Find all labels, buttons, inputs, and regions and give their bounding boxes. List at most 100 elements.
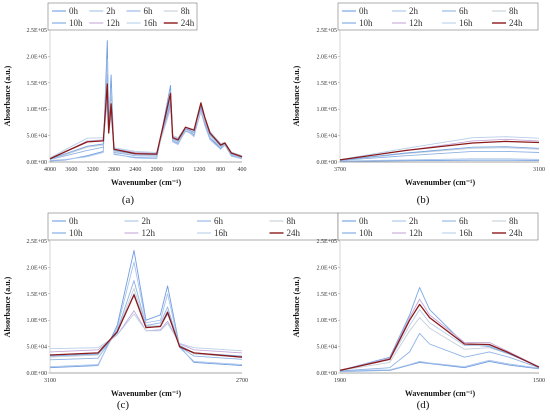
y-tick-label: 2.0E+05 — [316, 265, 337, 271]
series-line-24h — [49, 294, 243, 358]
legend-box — [337, 2, 539, 31]
x-tick-label: 2800 — [108, 167, 120, 173]
legend-label: 8h — [287, 216, 297, 226]
legend-box — [47, 2, 198, 31]
panel-label: (c) — [117, 399, 130, 411]
x-tick-label: 2400 — [129, 167, 141, 173]
y-tick-label: 2.5E+05 — [316, 239, 337, 245]
x-tick-label: 1200 — [193, 167, 205, 173]
y-axis-label: Absorbance (a.u.) — [3, 65, 12, 126]
panel-label: (d) — [417, 399, 430, 411]
series-line-0h — [339, 360, 540, 372]
legend-label: 0h — [69, 216, 79, 226]
chart-panel-b: 0h 2h 6h 8h 10h 12h 16h 24h 0.0E+00 5.0E+04 1.0E+0… — [292, 2, 545, 206]
legend-label: 24h — [287, 228, 301, 238]
x-tick-label: 4000 — [44, 167, 56, 173]
y-tick-label: 1.0E+05 — [316, 318, 337, 324]
series-line-10h — [49, 87, 243, 160]
legend-label: 16h — [459, 18, 473, 28]
legend-label: 6h — [459, 6, 469, 16]
series-line-2h — [49, 261, 243, 368]
legend-label: 0h — [359, 216, 369, 226]
legend-label: 6h — [144, 6, 154, 16]
series-line-8h — [49, 82, 243, 160]
y-tick-label: 2.5E+05 — [26, 239, 47, 245]
y-tick-label: 1.5E+05 — [26, 292, 47, 298]
series-line-6h — [339, 150, 540, 161]
series-line-2h — [49, 58, 243, 161]
chart-panel-d: 0h 2h 6h 8h 10h 12h 16h 24h 0.0E+00 5.0E+04 1.0E+0… — [292, 212, 545, 411]
x-tick-label: 400 — [238, 167, 247, 173]
y-tick-label: 1.0E+05 — [316, 107, 337, 113]
y-tick-label: 2.5E+05 — [26, 28, 47, 34]
legend-label: 8h — [509, 6, 519, 16]
legend-label: 6h — [214, 216, 224, 226]
legend-label: 10h — [69, 18, 83, 28]
x-tick-label: 2700 — [236, 378, 248, 384]
y-axis-label: Absorbance (a.u.) — [3, 276, 12, 337]
legend-label: 0h — [69, 6, 79, 16]
x-tick-label: 3200 — [87, 167, 99, 173]
series-line-24h — [49, 83, 243, 160]
legend-label: 2h — [409, 216, 419, 226]
legend-label: 16h — [214, 228, 228, 238]
y-tick-label: 5.0E+04 — [26, 134, 47, 140]
x-tick-label: 3100 — [44, 378, 56, 384]
legend-label: 12h — [142, 228, 156, 238]
x-tick-label: 800 — [216, 167, 225, 173]
x-tick-label: 2000 — [151, 167, 163, 173]
legend-label: 2h — [409, 6, 419, 16]
legend-label: 16h — [459, 228, 473, 238]
x-axis-label: Wavenumber (cm⁻¹) — [405, 389, 476, 398]
legend-label: 10h — [69, 228, 83, 238]
y-tick-label: 1.0E+05 — [26, 107, 47, 113]
series-line-0h — [49, 250, 243, 369]
x-tick-label: 3700 — [334, 167, 346, 173]
legend-label: 6h — [459, 216, 469, 226]
legend-label: 24h — [509, 228, 523, 238]
y-tick-label: 5.0E+04 — [316, 134, 337, 140]
chart-panel-c: 0h 2h 6h 8h 10h 12h 16h 24h 0.0E+00 5.0E+04 1.0E+0… — [3, 212, 339, 411]
x-tick-label: 1500 — [533, 378, 545, 384]
series-line-12h — [339, 298, 540, 371]
x-axis-label: Wavenumber (cm⁻¹) — [111, 178, 182, 187]
legend-label: 8h — [509, 216, 519, 226]
y-tick-label: 1.0E+05 — [26, 318, 47, 324]
legend-label: 2h — [106, 6, 116, 16]
y-tick-label: 1.5E+05 — [316, 292, 337, 298]
y-tick-label: 0.0E+00 — [316, 160, 337, 166]
x-tick-label: 3100 — [533, 167, 545, 173]
series-line-2h — [339, 359, 540, 372]
y-tick-label: 1.5E+05 — [26, 81, 47, 87]
legend-label: 0h — [359, 6, 369, 16]
series-line-6h — [49, 74, 243, 160]
series-line-2h — [339, 158, 540, 162]
legend-label: 10h — [359, 18, 373, 28]
series-line-10h — [339, 146, 540, 161]
y-tick-label: 2.0E+05 — [316, 54, 337, 60]
x-tick-label: 1900 — [334, 378, 346, 384]
y-tick-label: 2.0E+05 — [26, 265, 47, 271]
x-tick-label: 1600 — [172, 167, 184, 173]
series-line-16h — [49, 313, 243, 352]
y-tick-label: 0.0E+00 — [26, 371, 47, 377]
y-tick-label: 2.0E+05 — [26, 54, 47, 60]
panel-label: (b) — [417, 194, 430, 206]
chart-panel-a: 0h 2h 6h 8h 10h 12h 16h 24h 0.0E+00 5.0E+04 1.0E+0… — [3, 2, 247, 206]
legend-label: 16h — [144, 18, 158, 28]
y-tick-label: 0.0E+00 — [26, 160, 47, 166]
series-line-16h — [339, 136, 540, 161]
legend-label: 12h — [106, 18, 120, 28]
legend-label: 10h — [359, 228, 373, 238]
x-axis-label: Wavenumber (cm⁻¹) — [405, 178, 476, 187]
series-line-24h — [339, 140, 540, 161]
series-line-12h — [49, 310, 243, 354]
legend-label: 24h — [181, 18, 195, 28]
y-tick-label: 1.5E+05 — [316, 81, 337, 87]
y-tick-label: 2.5E+05 — [316, 28, 337, 34]
y-tick-label: 5.0E+04 — [316, 345, 337, 351]
legend-label: 12h — [409, 18, 423, 28]
panel-label: (a) — [122, 194, 135, 206]
legend-label: 24h — [509, 18, 523, 28]
